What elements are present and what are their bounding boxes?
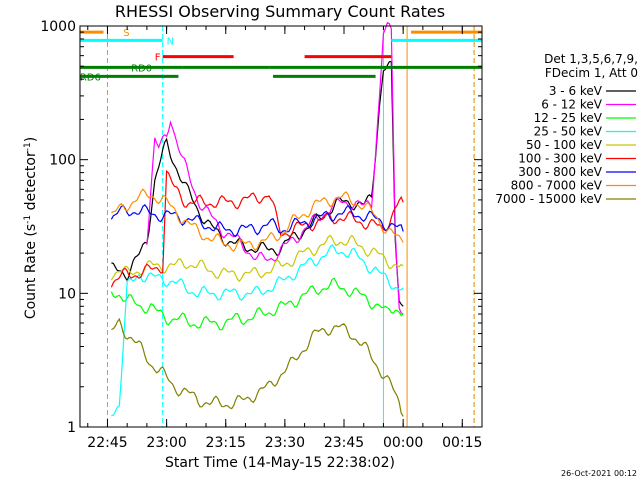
state-bar-label-s: S — [123, 28, 129, 39]
series-line-50-100-kev — [110, 234, 404, 282]
series-line-100-300-kev — [110, 169, 404, 288]
y-tick-label-10: 10 — [58, 286, 76, 302]
x-axis-label: Start Time (14-May-15 22:38:02) — [165, 455, 395, 471]
series-line-7000-15000-kev — [111, 317, 404, 417]
y-axis-label-sup2: -1 — [23, 142, 33, 151]
x-tick-label-23-30: 23:30 — [265, 435, 305, 451]
series-line-6-12-kev — [146, 21, 404, 315]
legend-label-300-800-kev: 300 - 800 keV — [518, 165, 602, 179]
legend: Det 1,3,5,6,7,9,FDecim 1, Att 0 3 - 6 keV… — [495, 52, 638, 206]
legend-label-800-7000-kev: 800 - 7000 keV — [511, 179, 603, 193]
y-tick-label-1000: 1000 — [40, 19, 76, 35]
legend-label-50-100-kev: 50 - 100 keV — [526, 138, 603, 152]
state-bar-label-n: N — [167, 36, 174, 47]
x-tick-label-00-00: 00:00 — [383, 435, 423, 451]
y-axis-label-end: ) — [23, 137, 39, 142]
y-axis-label-sup1: -1 — [23, 215, 33, 224]
x-tick-label-00-15: 00:15 — [442, 435, 482, 451]
legend-label-6-12-kev: 6 - 12 keV — [541, 98, 603, 112]
y-tick-label-1: 1 — [67, 420, 76, 436]
y-axis-label-main: Count Rate (s — [23, 224, 39, 319]
legend-header-line-2: FDecim 1, Att 0 — [545, 66, 638, 80]
series-line-300-800-kev — [110, 204, 404, 238]
y-axis-label-mid: detector — [23, 151, 39, 215]
legend-label-3-6-kev: 3 - 6 keV — [549, 84, 603, 98]
state-bar-label-f: F — [155, 53, 161, 64]
x-tick-label-23-00: 23:00 — [146, 435, 186, 451]
series-line-800-7000-kev — [111, 188, 404, 252]
legend-label-25-50-kev: 25 - 50 keV — [534, 125, 603, 139]
series-line-3-6-kev — [111, 60, 404, 307]
legend-label-7000-15000-kev: 7000 - 15000 keV — [495, 192, 602, 206]
state-bar-label-rd0: RD0 — [131, 63, 152, 74]
date-stamp: 26-Oct-2021 00:12 — [561, 469, 637, 478]
legend-header-line-1: Det 1,3,5,6,7,9, — [544, 52, 638, 66]
state-bar-label-rd6: RD6 — [80, 72, 101, 83]
legend-label-12-25-kev: 12 - 25 keV — [534, 111, 603, 125]
legend-label-100-300-kev: 100 - 300 keV — [518, 152, 602, 166]
x-tick-label-22-45: 22:45 — [87, 435, 127, 451]
x-tick-label-23-45: 23:45 — [324, 435, 364, 451]
axes: 1 10 100 1000 22:45 23:00 23:15 23:30 23:45 00:00… — [40, 19, 483, 451]
series-line-12-25-kev — [110, 277, 404, 331]
y-tick-label-100: 100 — [49, 153, 76, 169]
y-axis-label: Count Rate (s-1 detector-1) — [23, 137, 39, 319]
series-line-25-50-kev — [111, 244, 404, 417]
chart-title: RHESSI Observing Summary Count Rates — [115, 2, 445, 21]
x-tick-label-23-15: 23:15 — [206, 435, 246, 451]
plot-frame — [79, 25, 483, 428]
data-series — [110, 21, 404, 417]
